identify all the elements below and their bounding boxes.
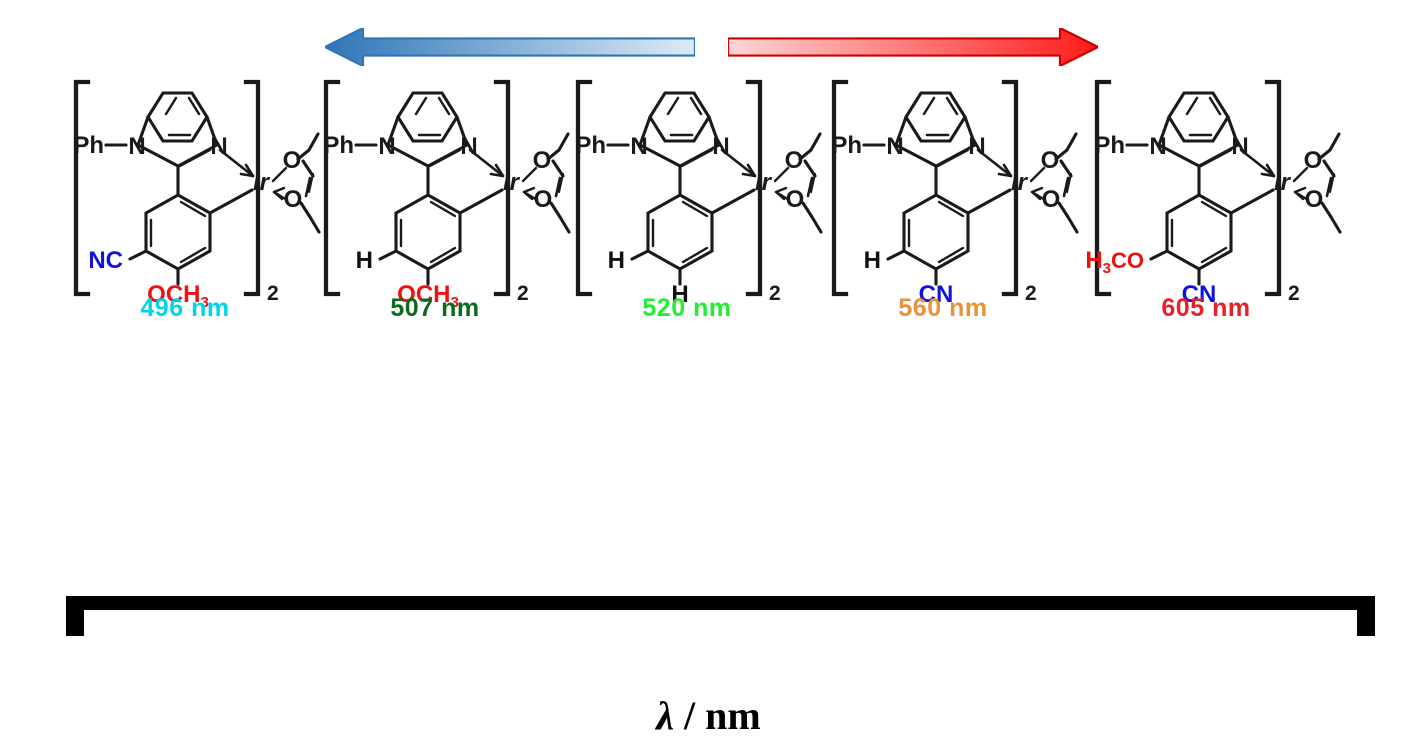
substituent-bottom-label: OCH3 xyxy=(397,281,459,311)
axis-title: λ / nm xyxy=(656,693,761,738)
n-right-label: N xyxy=(460,133,477,160)
n-left-label: N xyxy=(886,133,903,160)
n-left-label: N xyxy=(1149,133,1166,160)
substituent-left-label: H xyxy=(608,247,625,274)
emission-spectra-plot xyxy=(0,300,1417,610)
molecule-mol-520: Ph N N Ir O O H H 2 520 nm xyxy=(562,62,823,347)
ph-label: Ph xyxy=(323,132,354,159)
n-right-label: N xyxy=(1231,133,1248,160)
o-top-label: O xyxy=(1304,147,1323,174)
ph-label: Ph xyxy=(73,132,104,159)
o-top-label: O xyxy=(283,147,302,174)
axis-left-cap xyxy=(66,596,84,636)
substituent-left-label: H3CO xyxy=(1085,247,1144,277)
molecule-mol-496: Ph N N Ir O O NC OCH3 2 496 nm xyxy=(60,62,321,347)
axis-bar xyxy=(66,596,1375,610)
substituent-bottom-label: OCH3 xyxy=(147,281,209,311)
o-top-label: O xyxy=(1041,147,1060,174)
wavelength-axis: λ / nm xyxy=(0,596,1417,745)
ir-label: Ir xyxy=(755,169,773,196)
ph-label: Ph xyxy=(1094,132,1125,159)
ph-label: Ph xyxy=(575,132,606,159)
o-bottom-label: O xyxy=(284,186,303,213)
n-left-label: N xyxy=(378,133,395,160)
o-top-label: O xyxy=(785,147,804,174)
ph-label: Ph xyxy=(831,132,862,159)
n-right-label: N xyxy=(210,133,227,160)
bracket-subscript: 2 xyxy=(769,282,781,305)
substituent-bottom-label: H xyxy=(671,281,688,308)
emission-wavelength-label-mol-496: 496 nm xyxy=(140,294,230,322)
molecule-mol-560: Ph N N Ir O O H CN 2 560 nm xyxy=(818,62,1079,347)
blue-arrow-left-icon xyxy=(325,28,695,66)
substituent-left-label: H xyxy=(356,247,373,274)
axis-right-cap xyxy=(1357,596,1375,636)
emission-wavelength-label-mol-560: 560 nm xyxy=(898,294,988,322)
bracket-subscript: 2 xyxy=(1025,282,1037,305)
substituent-bottom-label: CN xyxy=(1182,281,1217,308)
o-bottom-label: O xyxy=(786,186,805,213)
bracket-subscript: 2 xyxy=(267,282,279,305)
n-left-label: N xyxy=(128,133,145,160)
ir-label: Ir xyxy=(503,169,521,196)
nm-unit: nm xyxy=(705,693,761,738)
ir-label: Ir xyxy=(1011,169,1029,196)
bracket-subscript: 2 xyxy=(1288,282,1300,305)
substituent-left-label: NC xyxy=(88,247,123,274)
lambda-symbol: λ xyxy=(656,693,675,738)
emission-wavelength-label-mol-520: 520 nm xyxy=(642,294,732,322)
o-bottom-label: O xyxy=(1042,186,1061,213)
substituent-left-label: H xyxy=(864,247,881,274)
ir-label: Ir xyxy=(253,169,271,196)
o-bottom-label: O xyxy=(534,186,553,213)
bracket-subscript: 2 xyxy=(517,282,529,305)
n-right-label: N xyxy=(712,133,729,160)
molecule-mol-507: Ph N N Ir O O H OCH3 2 507 nm xyxy=(310,62,571,347)
n-left-label: N xyxy=(630,133,647,160)
o-bottom-label: O xyxy=(1305,186,1324,213)
visible-spectrum-gradient-bar xyxy=(84,610,1375,676)
n-right-label: N xyxy=(968,133,985,160)
red-arrow-right-icon xyxy=(728,28,1098,66)
substituent-bottom-label: CN xyxy=(919,281,954,308)
molecule-mol-605: Ph N N Ir O O H3CO CN 2 605 nm xyxy=(1072,62,1342,347)
o-top-label: O xyxy=(533,147,552,174)
ir-label: Ir xyxy=(1274,169,1292,196)
emission-wavelength-label-mol-605: 605 nm xyxy=(1161,294,1251,322)
emission-wavelength-label-mol-507: 507 nm xyxy=(390,294,480,322)
